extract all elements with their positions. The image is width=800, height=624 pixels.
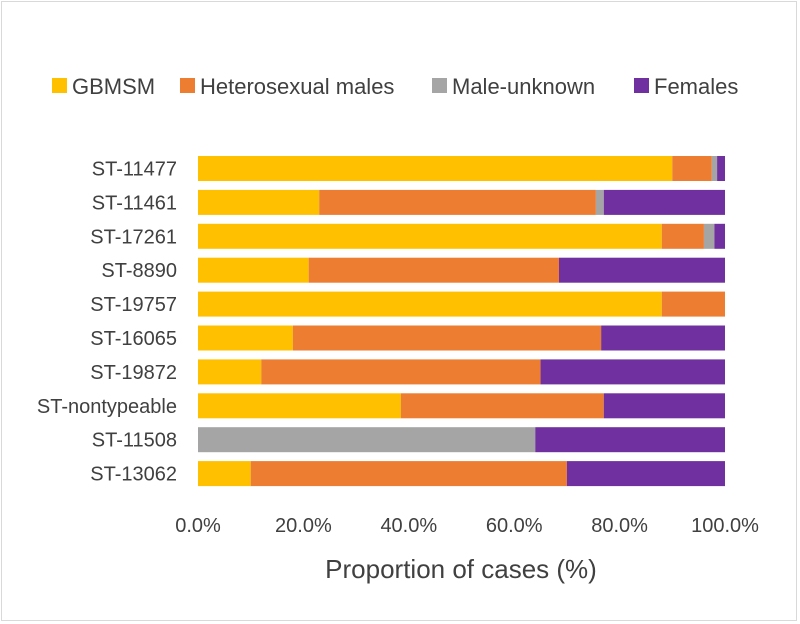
bar-ST-19757-heterosexual-males [661, 291, 725, 317]
bar-ST-19872-gbmsm [198, 359, 262, 385]
category-label: ST-16065 [90, 328, 177, 350]
bars [198, 156, 725, 487]
legend-label-females: Females [654, 74, 738, 99]
bar-ST-16065-heterosexual-males [292, 325, 602, 351]
bar-ST-11461-heterosexual-males [319, 189, 596, 215]
bar-ST-8890-females [559, 257, 725, 283]
bar-ST-nontypeable-gbmsm [198, 393, 401, 419]
bar-ST-17261-male-unknown [703, 223, 715, 249]
bar-ST-16065-females [601, 325, 725, 351]
bar-ST-8890-gbmsm [198, 257, 309, 283]
bar-ST-13062-females [566, 461, 725, 487]
category-label: ST-13062 [90, 464, 177, 486]
category-label: ST-17261 [90, 226, 177, 248]
bar-ST-17261-females [714, 223, 725, 249]
bar-ST-nontypeable-heterosexual-males [400, 393, 604, 419]
x-tick-label: 60.0% [486, 515, 543, 537]
x-tick-label: 20.0% [275, 515, 332, 537]
bar-ST-8890-heterosexual-males [308, 257, 559, 283]
bar-ST-11461-male-unknown [595, 189, 604, 215]
bar-ST-17261-heterosexual-males [661, 223, 704, 249]
x-tick-label: 0.0% [175, 515, 221, 537]
bar-ST-11477-male-unknown [711, 156, 718, 181]
legend-swatch-gbmsm [52, 78, 67, 93]
category-label: ST-19757 [90, 294, 177, 316]
legend-label-gbmsm: GBMSM [72, 74, 155, 99]
legend-swatch-male-unknown [432, 78, 447, 93]
category-label: ST-19872 [90, 362, 177, 384]
bar-ST-11477-heterosexual-males [672, 156, 712, 181]
legend-swatch-heterosexual-males [180, 78, 195, 93]
bar-ST-13062-heterosexual-males [250, 461, 567, 487]
legend-label-heterosexual-males: Heterosexual males [200, 74, 394, 99]
bar-ST-11477-gbmsm [198, 156, 673, 181]
bar-ST-16065-gbmsm [198, 325, 293, 351]
bar-ST-19872-heterosexual-males [261, 359, 541, 385]
bar-ST-13062-gbmsm [198, 461, 251, 487]
x-tick-labels: 0.0% 20.0% 40.0% 60.0% 80.0% 100.0% [175, 515, 759, 537]
x-tick-label: 100.0% [691, 515, 759, 537]
x-axis-title: Proportion of cases (%) [325, 554, 597, 584]
bar-ST-11508-male-unknown [198, 427, 536, 453]
legend-swatch-females [634, 78, 649, 93]
category-label: ST-11508 [92, 430, 177, 452]
bar-ST-19757-gbmsm [198, 291, 662, 317]
category-label: ST-nontypeable [37, 396, 177, 418]
bar-ST-11461-females [603, 189, 725, 215]
bar-ST-11477-females [717, 156, 725, 181]
category-labels: ST-11477 ST-11461 ST-17261 ST-8890 ST-19757 S… [37, 159, 177, 486]
category-label: ST-11477 [92, 159, 177, 181]
x-tick-label: 80.0% [591, 515, 648, 537]
bar-ST-11461-gbmsm [198, 189, 320, 215]
legend-label-male-unknown: Male-unknown [452, 74, 595, 99]
category-label: ST-11461 [92, 192, 177, 214]
bar-ST-17261-gbmsm [198, 223, 662, 249]
bar-ST-nontypeable-females [603, 393, 725, 419]
x-tick-label: 40.0% [380, 515, 437, 537]
legend: GBMSM Heterosexual males Male-unknown Femal… [52, 74, 738, 99]
category-label: ST-8890 [101, 260, 177, 282]
bar-ST-11508-females [535, 427, 725, 453]
bar-ST-19872-females [540, 359, 725, 385]
